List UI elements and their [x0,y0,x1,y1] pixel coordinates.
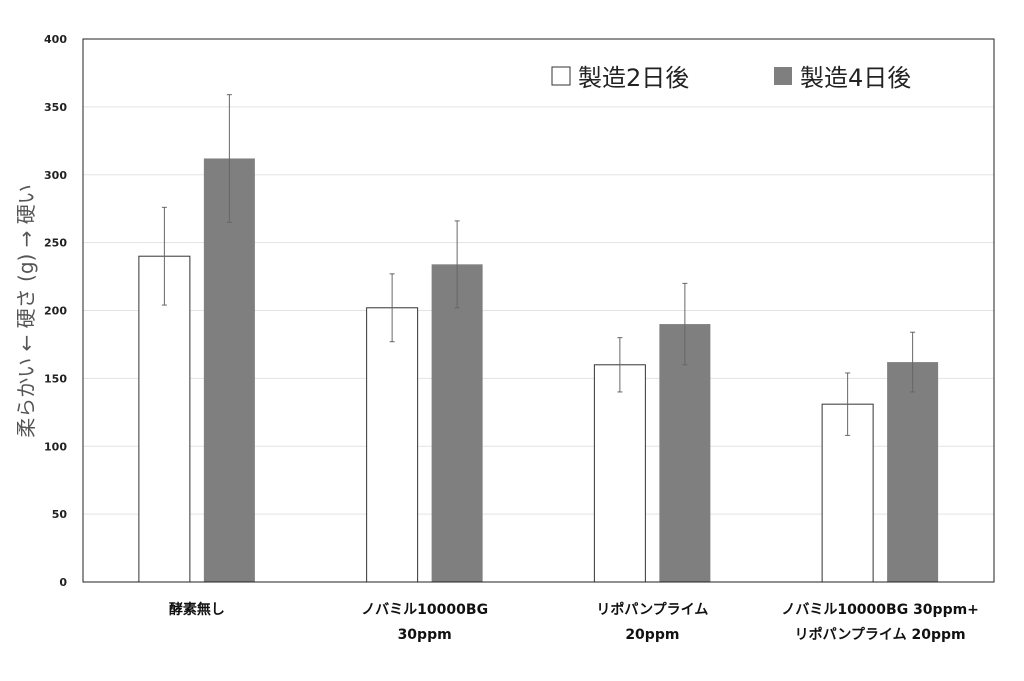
y-tick-label: 0 [59,576,67,589]
bar-day4 [887,362,939,582]
y-tick-label: 400 [44,33,67,46]
legend-label-day4: 製造4日後 [800,64,911,92]
x-category-label: 30ppm [398,627,452,643]
y-tick-label: 200 [44,305,67,318]
y-tick-label: 250 [44,237,67,250]
y-axis-ticks: 0 50 100 150 200 250 300 350 400 [44,33,67,589]
y-tick-label: 300 [44,169,67,182]
legend-label-day2: 製造2日後 [578,64,689,92]
legend-swatch-day2 [551,66,571,86]
bar-day4 [203,158,255,582]
x-category-label: リポパンプライム 20ppm [795,626,966,643]
legend-swatch-day4 [774,67,792,85]
y-tick-label: 100 [44,440,67,453]
y-tick-label: 350 [44,101,67,114]
bars [138,158,939,583]
error-bars [161,94,916,436]
x-category-label: ノバミル10000BG [361,602,488,618]
y-axis-label: 柔らかい ← 硬さ (g) → 硬い [14,184,38,438]
bar-day4 [431,264,483,582]
legend: 製造2日後 製造4日後 [551,64,911,92]
plot-area-frame [82,38,995,583]
bar-day4 [659,324,711,582]
bar-day2 [593,364,646,583]
y-tick-label: 150 [44,372,67,385]
x-category-label: ノバミル10000BG 30ppm+ [781,602,979,618]
x-category-label: 20ppm [625,627,679,643]
x-axis-categories: 酵素無し ノバミル10000BG 30ppm リポパンプライム 20ppm ノバミル100… [169,601,979,643]
bar-day2 [366,307,419,583]
x-category-label: 酵素無し [169,601,225,618]
x-category-label: リポパンプライム [596,601,708,618]
y-tick-label: 50 [52,508,68,521]
